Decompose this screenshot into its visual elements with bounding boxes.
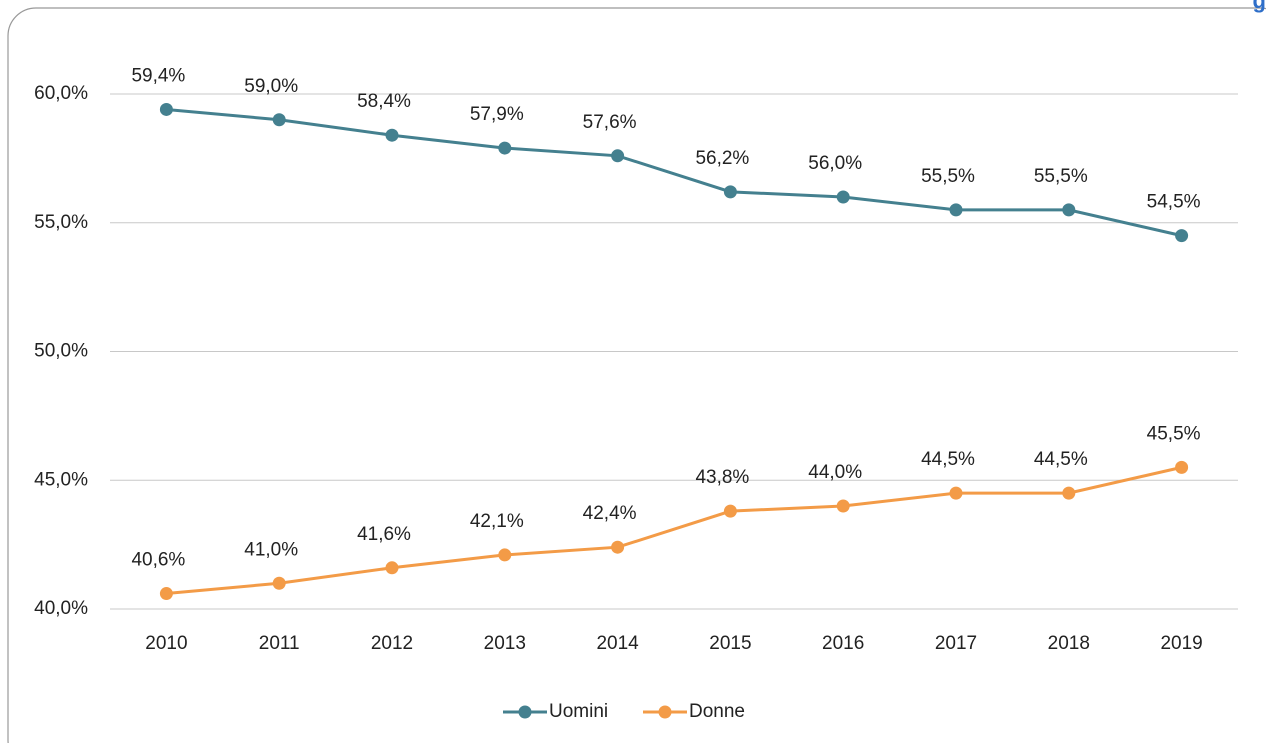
series-line	[166, 107, 1182, 238]
data-label: 57,6%	[583, 112, 637, 133]
data-label: 56,2%	[695, 148, 749, 169]
y-tick-label: 45,0%	[34, 469, 88, 490]
data-label: 44,0%	[808, 462, 862, 483]
data-point	[1062, 203, 1076, 217]
data-point	[159, 587, 173, 601]
x-tick-label: 2010	[145, 633, 187, 654]
data-point	[836, 499, 850, 513]
x-tick-label: 2016	[822, 633, 864, 654]
data-point	[385, 561, 399, 575]
data-point	[836, 190, 850, 204]
data-point	[611, 149, 625, 163]
y-tick-label: 40,0%	[34, 598, 88, 619]
data-point	[1175, 460, 1189, 474]
x-tick-label: 2012	[371, 633, 413, 654]
x-tick-label: 2013	[484, 633, 526, 654]
series-line	[166, 465, 1182, 596]
x-tick-label: 2019	[1160, 633, 1202, 654]
data-point	[949, 203, 963, 217]
y-tick-label: 50,0%	[34, 341, 88, 362]
legend-label: Uomini	[549, 701, 608, 722]
data-label: 55,5%	[1034, 166, 1088, 187]
data-point	[385, 128, 399, 142]
x-tick-label: 2018	[1048, 633, 1090, 654]
data-label: 45,5%	[1147, 423, 1201, 444]
data-label: 57,9%	[470, 104, 524, 125]
data-point	[1175, 229, 1189, 243]
data-label: 54,5%	[1147, 192, 1201, 213]
data-point	[159, 102, 173, 116]
x-tick-label: 2011	[259, 633, 300, 654]
x-tick-label: 2015	[709, 633, 751, 654]
legend-label: Donne	[689, 701, 745, 722]
data-point	[498, 141, 512, 155]
data-point	[1062, 486, 1076, 500]
data-label: 41,0%	[244, 539, 298, 560]
data-label: 59,4%	[131, 65, 185, 86]
data-label: 40,6%	[131, 550, 185, 571]
data-label: 44,5%	[921, 449, 975, 470]
data-label: 55,5%	[921, 166, 975, 187]
x-tick-label: 2014	[596, 633, 639, 654]
data-point	[272, 576, 286, 590]
data-label: 41,6%	[357, 524, 411, 545]
data-point	[723, 185, 737, 199]
y-tick-label: 60,0%	[34, 83, 88, 104]
data-point	[611, 540, 625, 554]
chart-title: g	[1253, 0, 1266, 13]
data-label: 42,1%	[470, 511, 524, 532]
data-label: 59,0%	[244, 76, 298, 97]
legend-marker	[518, 705, 532, 719]
x-tick-label: 2017	[935, 633, 977, 654]
chart-border	[7, 7, 1266, 743]
data-point	[949, 486, 963, 500]
data-label: 56,0%	[808, 153, 862, 174]
data-label: 58,4%	[357, 91, 411, 112]
data-point	[498, 548, 512, 562]
data-point	[272, 113, 286, 127]
legend-marker	[658, 705, 672, 719]
data-label: 43,8%	[695, 467, 749, 488]
data-point	[723, 504, 737, 518]
data-label: 44,5%	[1034, 449, 1088, 470]
y-tick-label: 55,0%	[34, 212, 88, 233]
data-label: 42,4%	[583, 503, 637, 524]
